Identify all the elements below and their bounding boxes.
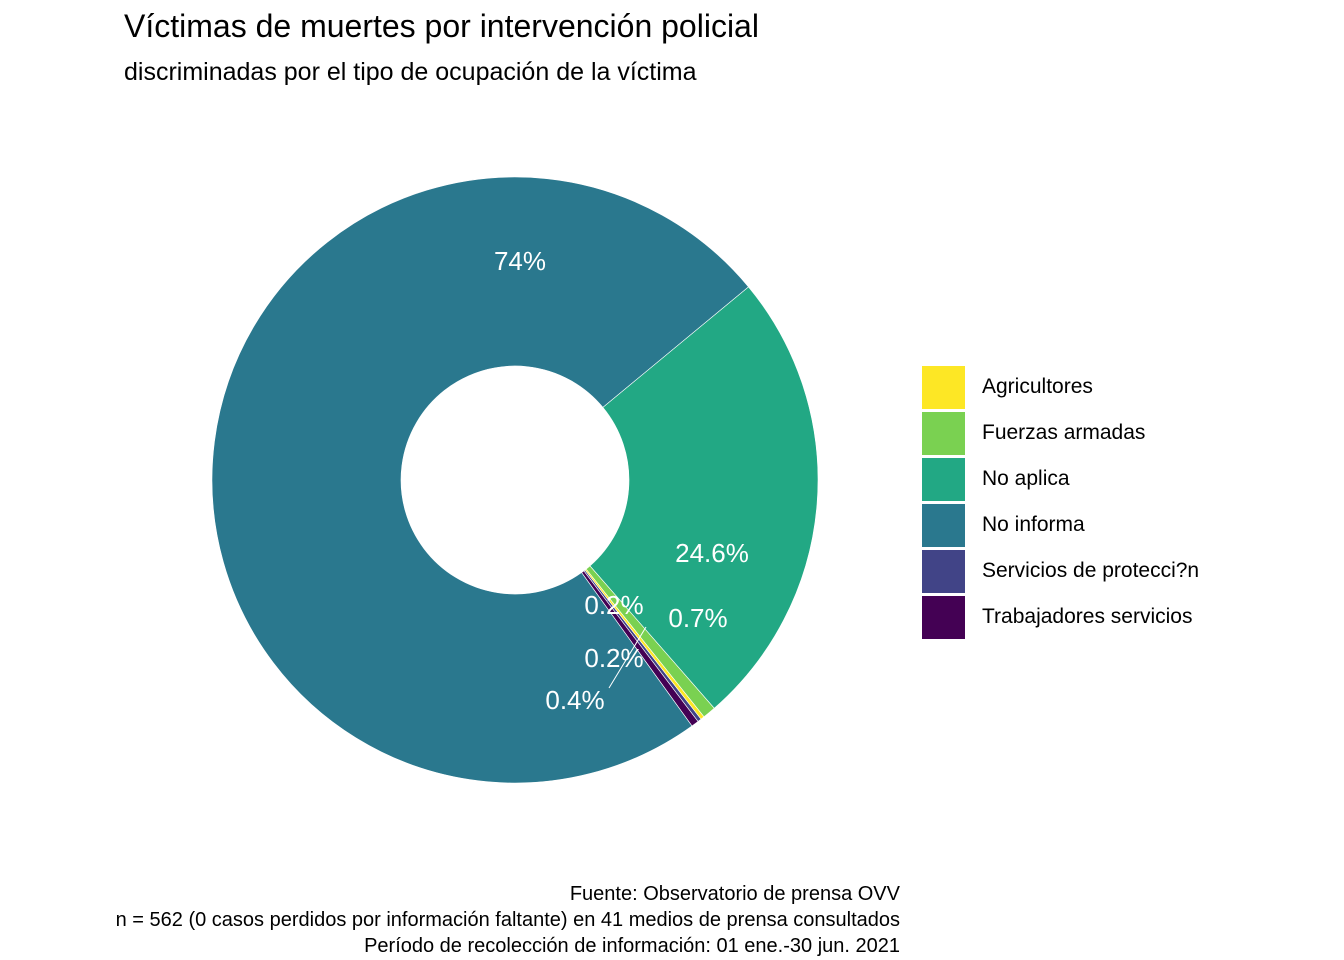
- chart-subtitle: discriminadas por el tipo de ocupación d…: [124, 58, 697, 86]
- legend-swatch: [922, 595, 965, 639]
- legend-label: Servicios de protecci?n: [982, 559, 1200, 582]
- leader-line: [608, 626, 647, 689]
- labels-group: 0.4% 0.2% 0.2% 0.7% 24.6% 74%: [494, 246, 749, 715]
- legend-swatch: [922, 503, 965, 547]
- legend-item-servicios-de-protecci-n: Servicios de protecci?n: [922, 548, 1199, 594]
- legend-label: No aplica: [982, 467, 1070, 490]
- caption: Fuente: Observatorio de prensa OVV n = 5…: [116, 881, 900, 959]
- legend: Agricultores Fuerzas armadas No aplica No i…: [922, 364, 1199, 640]
- legend-label: Agricultores: [982, 375, 1093, 398]
- data-label-no-aplica: 24.6%: [675, 538, 749, 568]
- legend-label: Fuerzas armadas: [982, 421, 1146, 444]
- legend-item-trabajadores-servicios: Trabajadores servicios: [922, 594, 1199, 640]
- data-label-fuerzas-armadas: 0.7%: [668, 603, 727, 633]
- legend-item-no-informa: No informa: [922, 502, 1199, 548]
- caption-period: Período de recolección de información: 0…: [364, 935, 900, 957]
- slice-no-aplica: [589, 286, 819, 709]
- legend-swatch: [922, 549, 965, 593]
- caption-sample: n = 562 (0 casos perdidos por informació…: [115, 909, 900, 931]
- legend-item-no-aplica: No aplica: [922, 456, 1199, 502]
- data-label-servicios-de-protecci-n: 0.2%: [584, 643, 643, 673]
- slices-group: [211, 176, 819, 784]
- legend-item-agricultores: Agricultores: [922, 364, 1199, 410]
- data-label-trabajadores-servicios: 0.4%: [545, 685, 604, 715]
- chart-title: Víctimas de muertes por intervención pol…: [124, 8, 759, 44]
- caption-source: Fuente: Observatorio de prensa OVV: [569, 883, 900, 905]
- data-label-agricultores: 0.2%: [584, 590, 643, 620]
- legend-item-fuerzas-armadas: Fuerzas armadas: [922, 410, 1199, 456]
- slice-no-informa: [211, 176, 749, 784]
- legend-label: Trabajadores servicios: [982, 605, 1193, 628]
- legend-swatch: [922, 457, 965, 501]
- legend-swatch: [922, 365, 965, 409]
- legend-label: No informa: [982, 513, 1085, 536]
- data-label-no-informa: 74%: [494, 246, 546, 276]
- legend-swatch: [922, 411, 965, 455]
